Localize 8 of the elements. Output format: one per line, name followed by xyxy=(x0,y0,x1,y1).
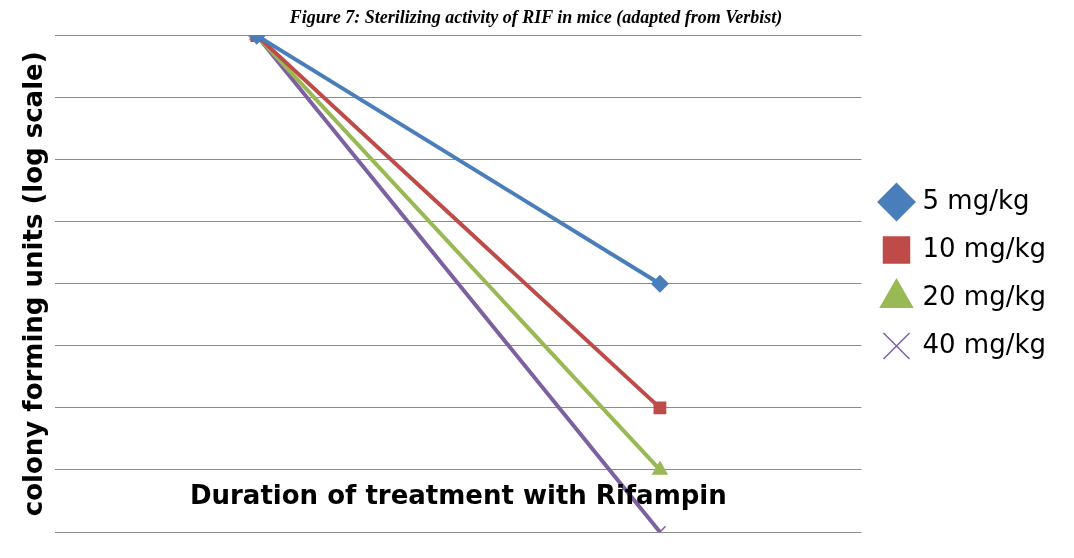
point xyxy=(651,275,669,293)
point xyxy=(653,401,667,415)
chart-title: Figure 7: Sterilizing activity of RIF in mice (adapted from Verbist) xyxy=(288,7,783,29)
legend-label: 5 mg/kg xyxy=(922,184,1030,215)
legend-label: 10 mg/kg xyxy=(922,232,1046,263)
legend-label: 40 mg/kg xyxy=(922,328,1046,359)
legend-label: 20 mg/kg xyxy=(922,280,1046,311)
y-axis-title: colony forming units (log scale) xyxy=(18,51,49,517)
